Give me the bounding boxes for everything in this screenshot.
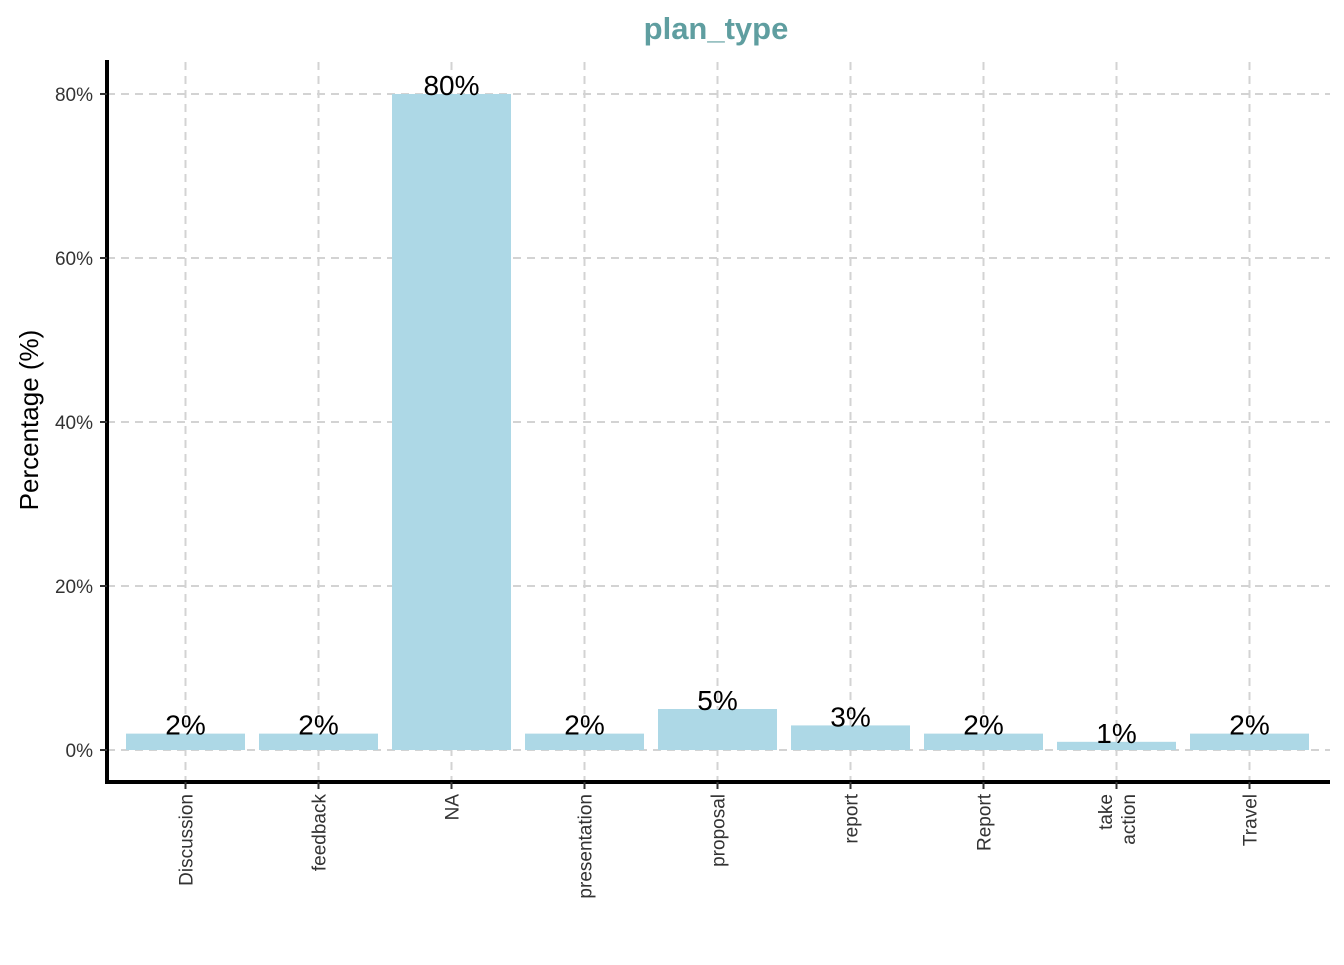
y-tick-label: 80% <box>55 85 93 106</box>
bar <box>259 733 378 751</box>
data-label: 3% <box>830 701 870 732</box>
data-label: 80% <box>423 70 479 101</box>
data-label: 2% <box>963 710 1003 741</box>
x-tick-labels: Discussion feedback NA presentation proposal… <box>177 793 1262 898</box>
x-tick-label: report <box>842 793 863 843</box>
chart-title: plan_type <box>644 11 789 46</box>
bar <box>658 709 777 751</box>
y-tick-labels: 0% 20% 40% 60% 80% <box>55 85 93 762</box>
bar <box>1057 741 1176 751</box>
x-tick-label: feedback <box>310 794 331 872</box>
y-tick-label: 60% <box>55 249 93 270</box>
y-tick-label: 40% <box>55 413 93 434</box>
x-tick-label: proposal <box>709 794 730 867</box>
data-label: 2% <box>298 710 338 741</box>
x-tick-label: NA <box>443 794 464 821</box>
data-label: 2% <box>564 710 604 741</box>
y-tick-label: 0% <box>66 741 94 762</box>
bar <box>126 733 245 751</box>
x-tick-label: Report <box>975 793 996 851</box>
y-tick-label: 20% <box>55 577 93 598</box>
x-tick-label: Travel <box>1241 794 1262 846</box>
x-tick-label: take action <box>1096 794 1140 845</box>
bars <box>126 93 1309 751</box>
bar <box>525 733 644 751</box>
data-label: 5% <box>697 685 737 716</box>
axes <box>100 60 1330 789</box>
x-tick-label: Discussion <box>177 794 198 886</box>
gridlines <box>107 62 1330 782</box>
bar <box>924 733 1043 751</box>
data-label: 1% <box>1096 718 1136 749</box>
data-label: 2% <box>165 710 205 741</box>
bar <box>392 93 511 751</box>
bar <box>791 725 910 751</box>
data-label: 2% <box>1229 710 1269 741</box>
x-tick-label: presentation <box>576 794 597 899</box>
y-axis-label: Percentage (%) <box>14 330 44 511</box>
data-labels: 2% 2% 80% 2% 5% 3% 2% 1% 2% <box>165 70 1269 749</box>
bar <box>1190 733 1309 751</box>
